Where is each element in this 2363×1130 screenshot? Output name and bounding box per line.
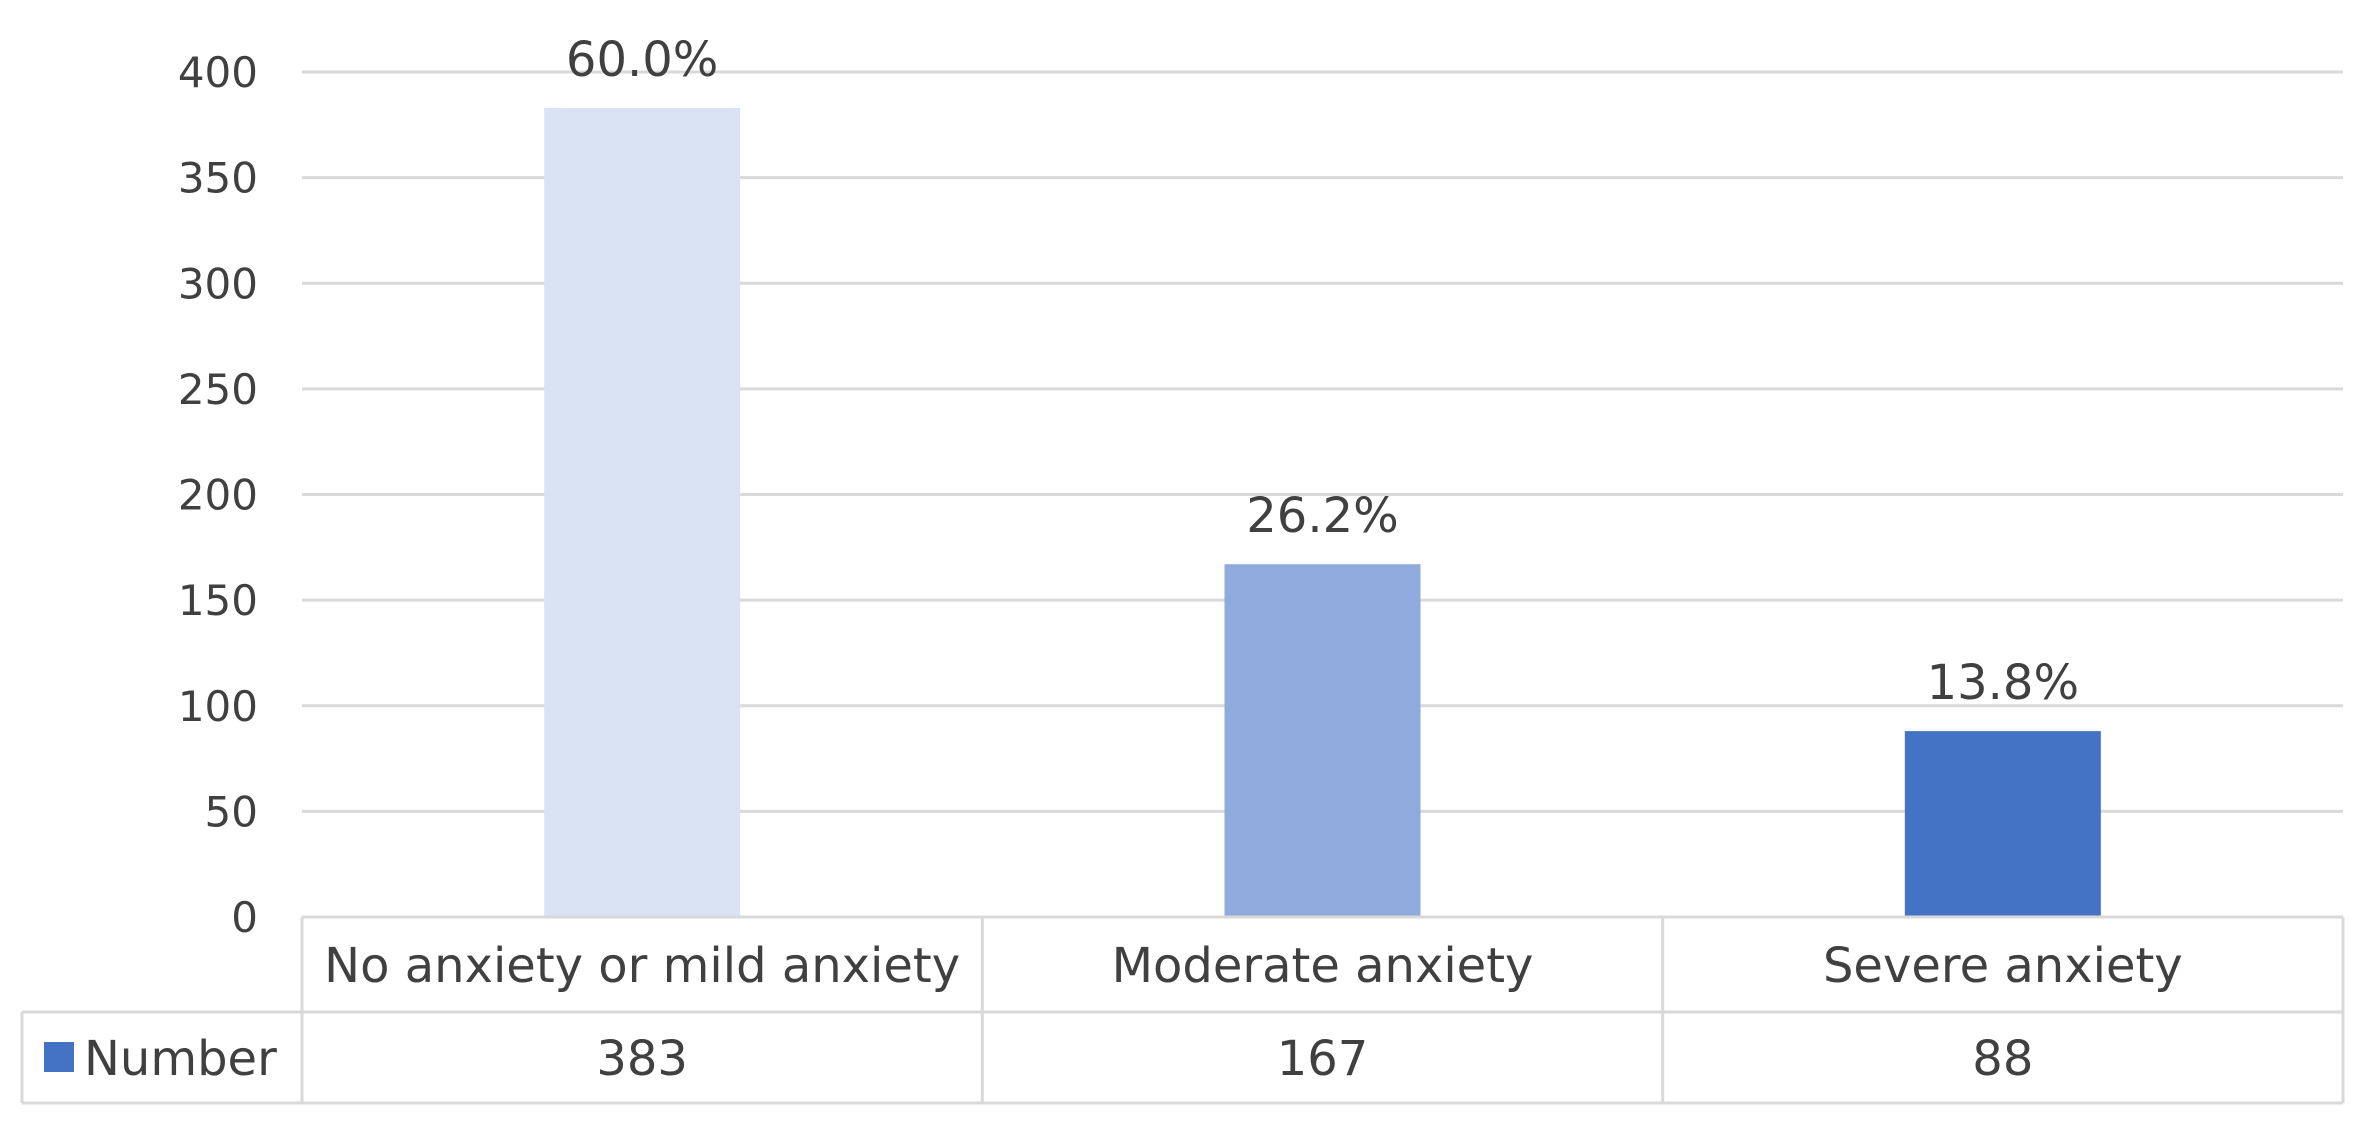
y-tick-label-100: 100 <box>178 682 258 731</box>
legend-series-name: Number <box>84 1031 277 1087</box>
data-labels: 60.0% 26.2% 13.8% <box>566 32 2079 711</box>
y-axis-ticks: 0 50 100 150 200 250 300 350 400 <box>178 48 258 942</box>
data-label-2: 26.2% <box>1246 488 1398 544</box>
data-label-1: 60.0% <box>566 32 718 88</box>
x-category-label-1: No anxiety or mild anxiety <box>324 938 960 994</box>
y-tick-label-200: 200 <box>178 471 258 520</box>
legend-swatch <box>44 1042 74 1072</box>
x-category-label-3: Severe anxiety <box>1823 938 2183 994</box>
table-value-3: 88 <box>1972 1031 2033 1087</box>
y-tick-label-50: 50 <box>205 787 258 836</box>
bar-2 <box>1224 564 1421 917</box>
y-tick-label-300: 300 <box>178 259 258 308</box>
bars <box>544 107 2101 918</box>
data-table: No anxiety or mild anxiety 383 Moderate an… <box>20 915 2345 1105</box>
bar-3 <box>1904 731 2101 917</box>
bar-1 <box>544 107 741 918</box>
y-tick-label-400: 400 <box>178 48 258 97</box>
y-tick-label-250: 250 <box>178 365 258 414</box>
x-category-label-2: Moderate anxiety <box>1112 938 1534 994</box>
y-tick-label-350: 350 <box>178 154 258 203</box>
table-value-2: 167 <box>1277 1031 1369 1087</box>
y-tick-label-0: 0 <box>231 893 258 942</box>
table-value-1: 383 <box>596 1031 688 1087</box>
data-label-3: 13.8% <box>1927 655 2079 711</box>
y-tick-label-150: 150 <box>178 576 258 625</box>
